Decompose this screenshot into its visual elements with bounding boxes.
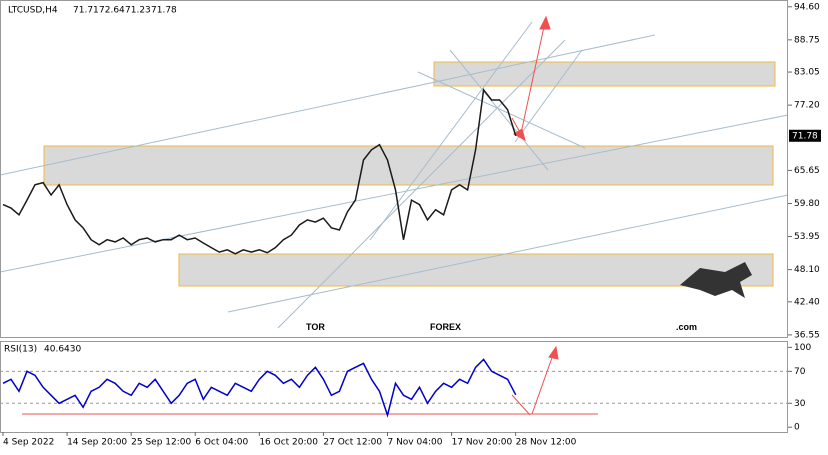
zones [43, 61, 776, 287]
y-tick-label: 70 [794, 367, 806, 377]
y-tick-label: 59.80 [794, 199, 820, 209]
arrow-head [513, 128, 526, 142]
y-tick-label: 0 [794, 423, 800, 433]
y-tick-label: 94.60 [794, 2, 820, 12]
series-line [2, 358, 517, 418]
y-tick-label: 77.20 [794, 101, 820, 111]
close: 71.78 [151, 6, 177, 16]
series-line [2, 88, 517, 255]
x-tick-label: 25 Sep 12:00 [131, 438, 191, 448]
x-tick-label: 7 Nov 04:00 [387, 438, 442, 448]
brand-com: .com [676, 322, 697, 332]
rsi-title: RSI(13) [4, 345, 37, 355]
price-panel [0, 0, 788, 338]
open: 71.71 [73, 6, 99, 16]
zone [433, 61, 776, 87]
brand-forex: FOREX [430, 322, 461, 332]
zone [43, 145, 774, 186]
zone [178, 253, 774, 287]
arrows [22, 15, 598, 416]
x-tick-label: 16 Oct 20:00 [259, 438, 318, 448]
trend-line [227, 194, 789, 313]
trend-line [514, 49, 583, 143]
last-price-tag [789, 129, 821, 142]
x-tick-label: 4 Sep 2022 [3, 438, 54, 448]
x-tick-label: 17 Nov 20:00 [452, 438, 513, 448]
brand-tor: TOR [306, 322, 325, 332]
trend-line [0, 114, 789, 273]
arrow [511, 394, 531, 416]
x-tick-label: 6 Oct 04:00 [195, 438, 248, 448]
last-price-label: 71.78 [792, 131, 818, 141]
x-tick-label: 28 Nov 12:00 [516, 438, 577, 448]
trend-line [449, 49, 549, 171]
y-tick-label: 30 [794, 399, 806, 409]
y-tick-label: 36.55 [794, 330, 820, 340]
y-tick-label: 83.05 [794, 68, 820, 78]
y-tick-label: 53.95 [794, 232, 820, 242]
arrow-head [548, 345, 559, 360]
y-tick-label: 42.40 [794, 297, 820, 307]
arrow-head [539, 15, 551, 30]
x-tick-label: 14 Sep 20:00 [67, 438, 127, 448]
high: 72.64 [99, 6, 125, 16]
y-tick-label: 100 [794, 343, 811, 353]
bull-logo [680, 262, 752, 298]
symbol: LTCUSD,H4 [8, 6, 58, 16]
arrow [519, 21, 546, 139]
y-tick-label: 65.65 [794, 166, 820, 176]
y-tick-label: 48.10 [794, 265, 820, 275]
trend-line [277, 39, 566, 329]
rsi-panel [0, 341, 788, 433]
trend-line [0, 34, 656, 176]
low: 71.23 [125, 6, 151, 16]
x-tick-label: 27 Oct 12:00 [323, 438, 382, 448]
rsi-value: 40.6430 [44, 345, 81, 355]
y-tick-label: 88.75 [794, 35, 820, 45]
trend-line [417, 71, 586, 149]
